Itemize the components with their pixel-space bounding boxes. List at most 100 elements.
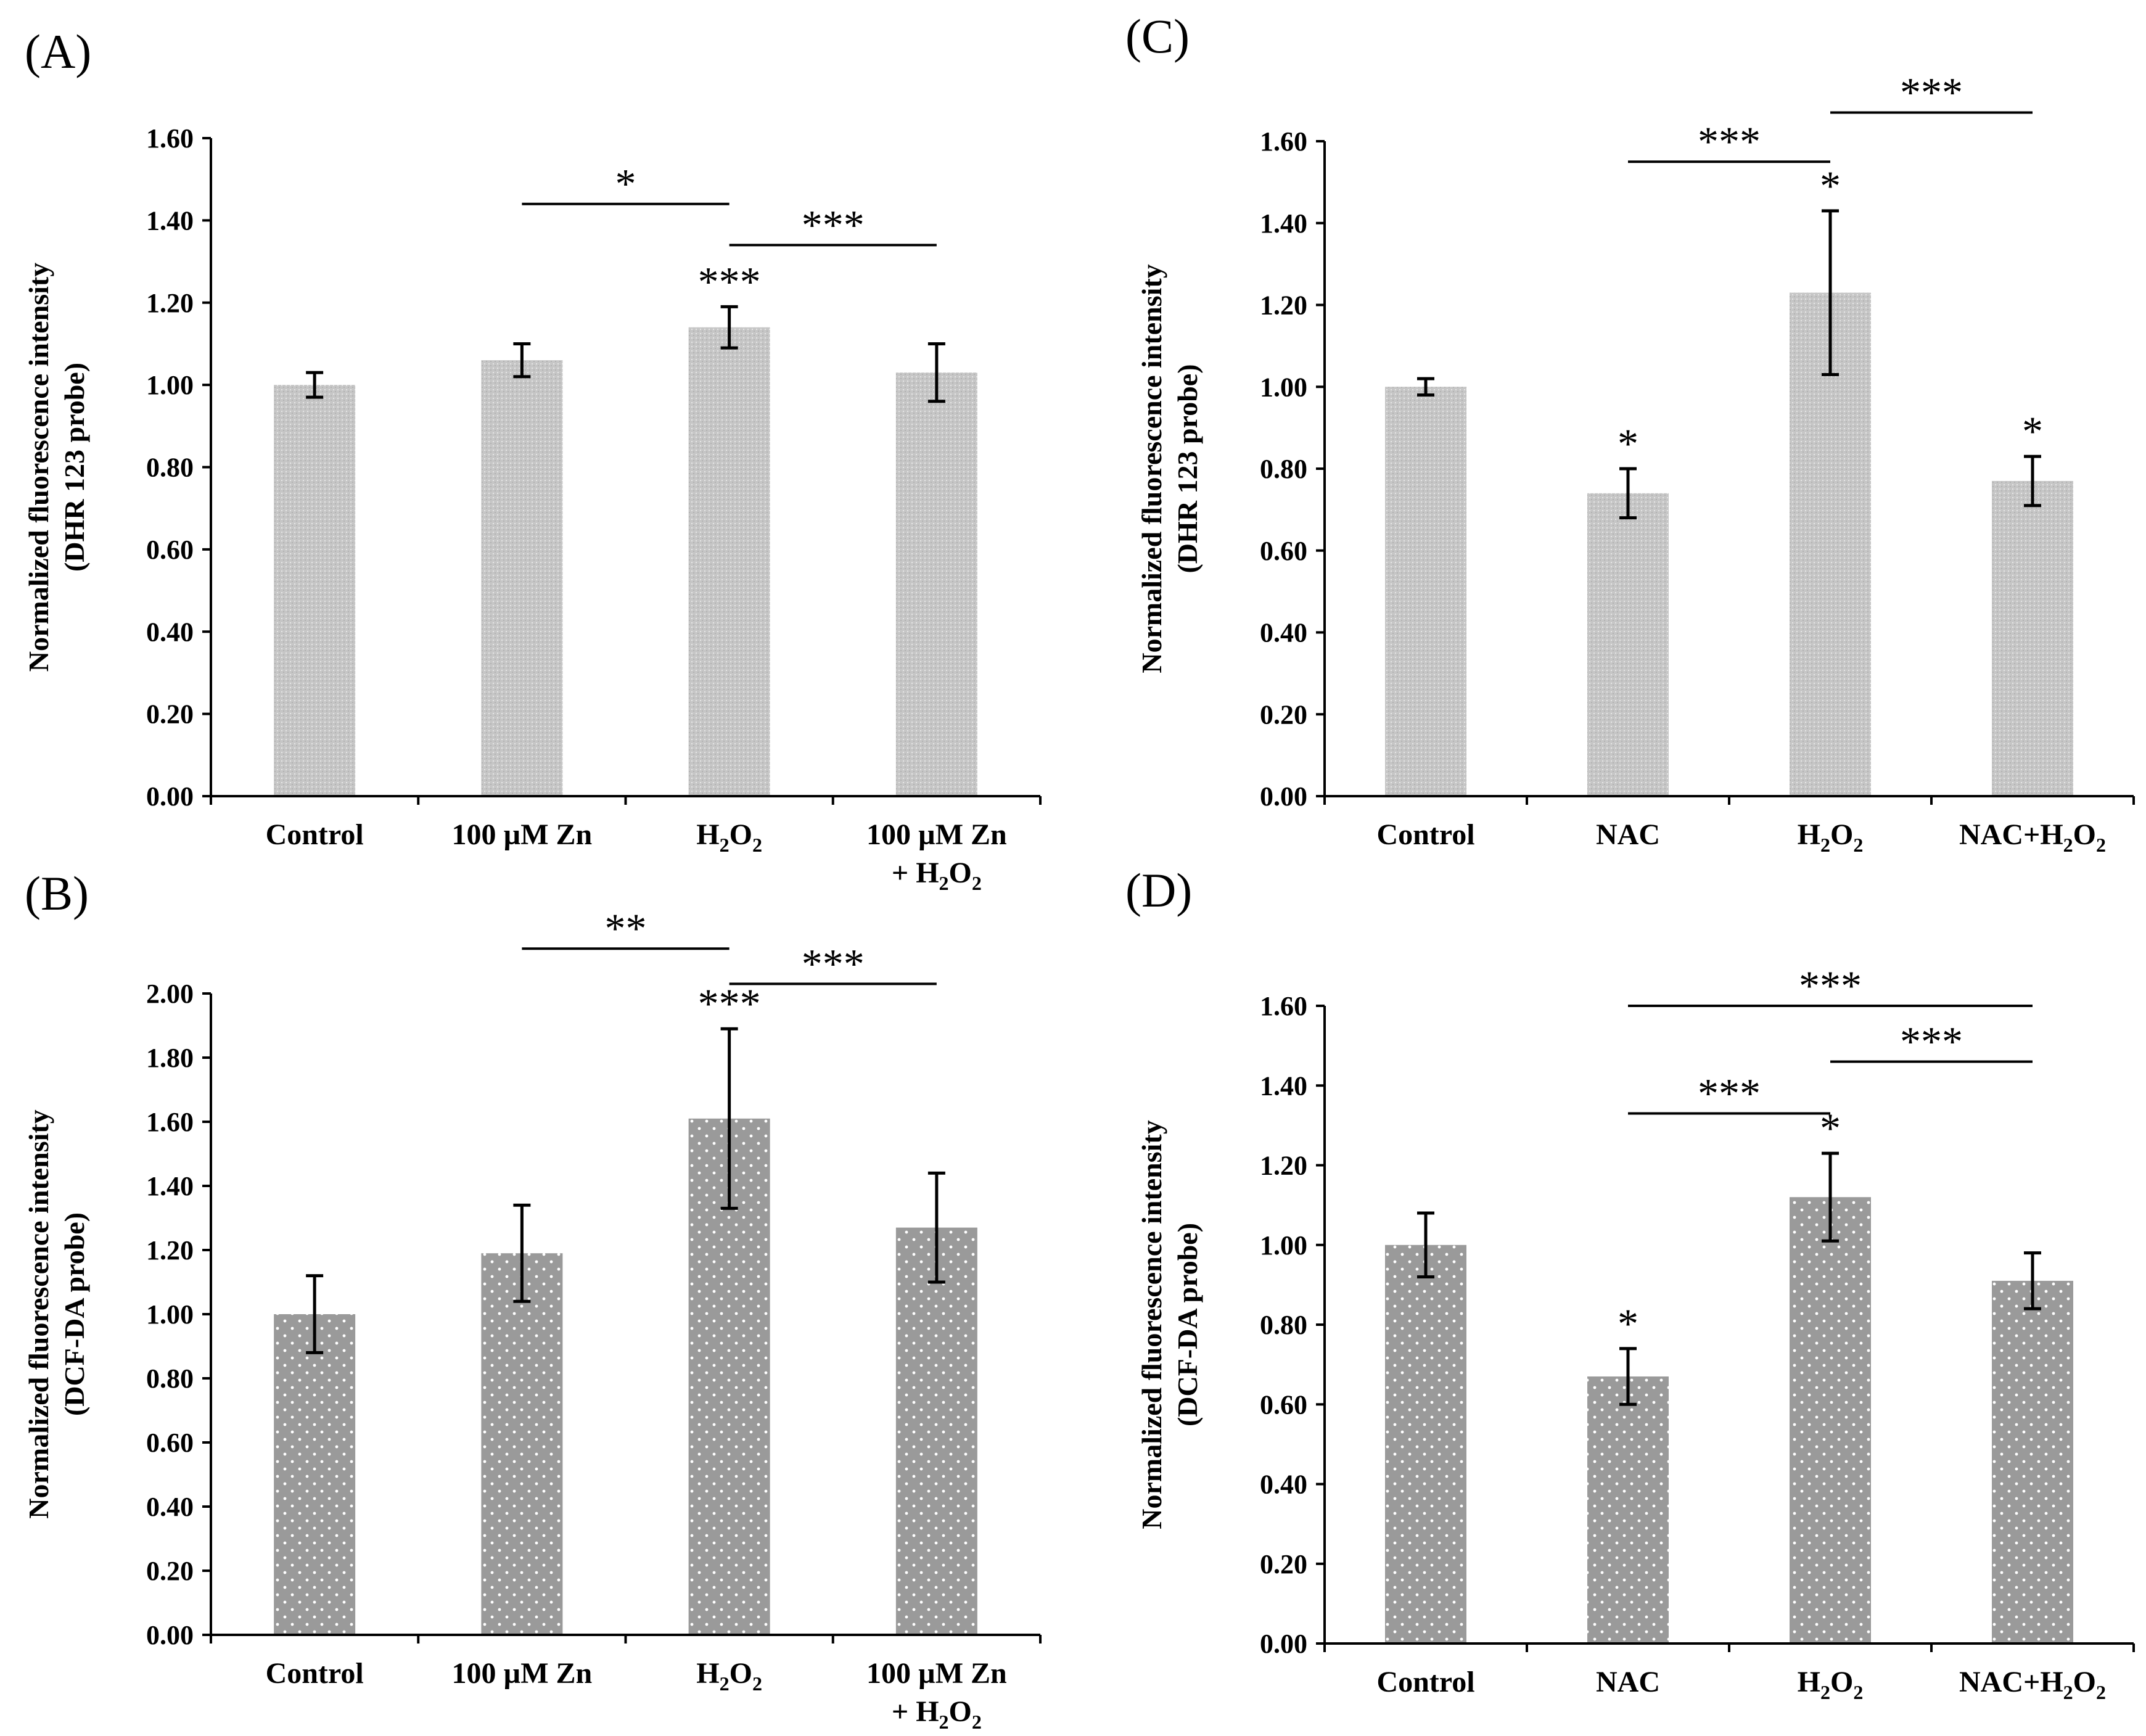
bar-c-3 [1992,480,2073,796]
y-tick-label-b-10: 2.00 [146,979,194,1009]
bar-b-0 [274,1314,356,1635]
bar-c-0 [1385,387,1466,796]
x-tick-label-b-3: 100 µM Zn [866,1657,1007,1690]
bar-c-1 [1587,493,1669,796]
y-tick-label-c-6: 1.20 [1260,290,1307,321]
significance-star-c-1: * [1618,420,1638,467]
x-tick-label-a-3: 100 µM Zn [866,818,1007,851]
y-axis-label-c: Normalized fluorescence intensity (DHR 12… [1136,264,1203,673]
error-bar-c-1 [1619,467,1637,520]
y-axis-label-a: Normalized fluorescence intensity (DHR 12… [23,263,90,672]
y-tick-label-d-2: 0.40 [1260,1470,1307,1500]
y-tick-label-d-8: 1.60 [1260,991,1307,1021]
significance-star-d-1: * [1618,1300,1638,1347]
y-tick-label-d-6: 1.20 [1260,1151,1307,1181]
y-tick-label-c-8: 1.60 [1260,126,1307,157]
y-tick-label-c-4: 0.80 [1260,454,1307,484]
bar-c-2 [1790,292,1871,796]
panel-c: (C) Normalized fluorescence intensity (DHR… [1125,9,2135,856]
error-bar-b-3 [927,1171,945,1284]
x-tick-label-a-3-line2: + H2O2 [892,857,982,894]
x-tick-label-d-2: H2O2 [1798,1666,1864,1703]
y-tick-label-a-6: 1.20 [146,288,194,318]
y-tick-label-c-0: 0.00 [1260,781,1307,812]
x-tick-label-c-0: Control [1376,818,1474,851]
y-tick-label-b-3: 0.60 [146,1428,194,1458]
significance-star-a-2: *** [698,258,761,305]
y-tick-label-a-0: 0.00 [146,781,194,812]
significance-star-d-2: * [1820,1105,1841,1151]
bar-a-0 [274,385,356,796]
x-tick-label-c-2: H2O2 [1798,818,1864,856]
x-tick-label-b-2: H2O2 [696,1657,762,1695]
y-tick-label-b-2: 0.40 [146,1492,194,1522]
bar-d-3 [1992,1280,2073,1643]
significance-label-c-1: *** [1900,69,1963,116]
x-tick-label-d-1: NAC [1596,1666,1660,1698]
bar-a-2 [688,327,770,796]
y-tick-label-b-7: 1.40 [146,1171,194,1201]
x-tick-label-c-3: NAC+H2O2 [1959,818,2106,856]
significance-label-c-0: *** [1698,118,1761,165]
y-tick-label-a-1: 0.20 [146,699,194,730]
significance-label-d-2: *** [1698,1069,1761,1116]
x-tick-label-a-0: Control [266,818,364,851]
y-tick-label-a-3: 0.60 [146,535,194,565]
error-bar-d-1 [1619,1347,1637,1406]
y-tick-label-a-8: 1.60 [146,123,194,154]
x-tick-label-b-3-line2: + H2O2 [892,1695,982,1733]
panel-d: (D) Normalized fluorescence intensity (DCF… [1125,863,2135,1703]
bar-a-3 [895,372,977,796]
panel-label-b: (B) [25,866,89,920]
y-tick-label-b-8: 1.60 [146,1107,194,1137]
y-tick-label-a-2: 0.40 [146,617,194,647]
error-bar-a-0 [306,371,324,399]
y-axis-label-b: Normalized fluorescence intensity (DCF-DA… [23,1109,90,1518]
error-bar-d-2 [1822,1151,1839,1243]
error-bar-c-2 [1822,209,1839,376]
significance-label-b-0: ** [605,905,647,952]
panel-b: (B) Normalized fluorescence intensity (DCF… [23,866,1042,1733]
x-tick-label-b-0: Control [266,1657,364,1690]
panel-label-a: (A) [25,25,91,78]
x-tick-label-b-1: 100 µM Zn [452,1657,593,1690]
error-bar-b-0 [306,1274,324,1354]
panel-label-c: (C) [1125,9,1190,63]
y-axis-label-d: Normalized fluorescence intensity (DCF-DA… [1136,1120,1203,1529]
y-tick-label-c-1: 0.20 [1260,699,1307,730]
significance-label-b-1: *** [802,940,865,987]
error-bar-d-0 [1417,1211,1434,1278]
bar-d-2 [1790,1197,1871,1643]
bar-b-3 [895,1227,977,1635]
error-bar-d-3 [2024,1251,2041,1310]
y-tick-label-c-2: 0.40 [1260,618,1307,648]
y-tick-label-d-5: 1.00 [1260,1230,1307,1261]
y-tick-label-d-4: 0.80 [1260,1310,1307,1340]
y-tick-label-b-1: 0.20 [146,1556,194,1586]
significance-label-a-0: * [615,160,636,207]
y-tick-label-b-6: 1.20 [146,1235,194,1265]
y-tick-label-c-5: 1.00 [1260,372,1307,402]
y-tick-label-a-7: 1.40 [146,205,194,236]
panel-label-d: (D) [1125,863,1192,917]
y-tick-label-d-7: 1.40 [1260,1071,1307,1101]
error-bar-a-2 [720,305,738,350]
x-tick-label-d-3: NAC+H2O2 [1959,1666,2106,1703]
y-tick-label-a-5: 1.00 [146,370,194,400]
error-bar-c-0 [1417,377,1434,397]
significance-star-b-2: *** [698,980,761,1027]
significance-star-c-3: * [2022,408,2043,455]
y-tick-label-b-9: 1.80 [146,1043,194,1073]
bar-d-0 [1385,1244,1466,1643]
y-tick-label-c-3: 0.60 [1260,536,1307,566]
error-bar-a-1 [513,342,531,379]
error-bar-a-3 [927,342,945,403]
x-tick-label-a-2: H2O2 [696,818,762,856]
x-tick-label-d-0: Control [1376,1666,1474,1698]
x-tick-label-c-1: NAC [1596,818,1660,851]
bar-a-1 [481,360,563,796]
y-tick-label-d-0: 0.00 [1260,1629,1307,1659]
y-tick-label-b-0: 0.00 [146,1620,194,1650]
significance-label-d-0: *** [1799,962,1862,1009]
